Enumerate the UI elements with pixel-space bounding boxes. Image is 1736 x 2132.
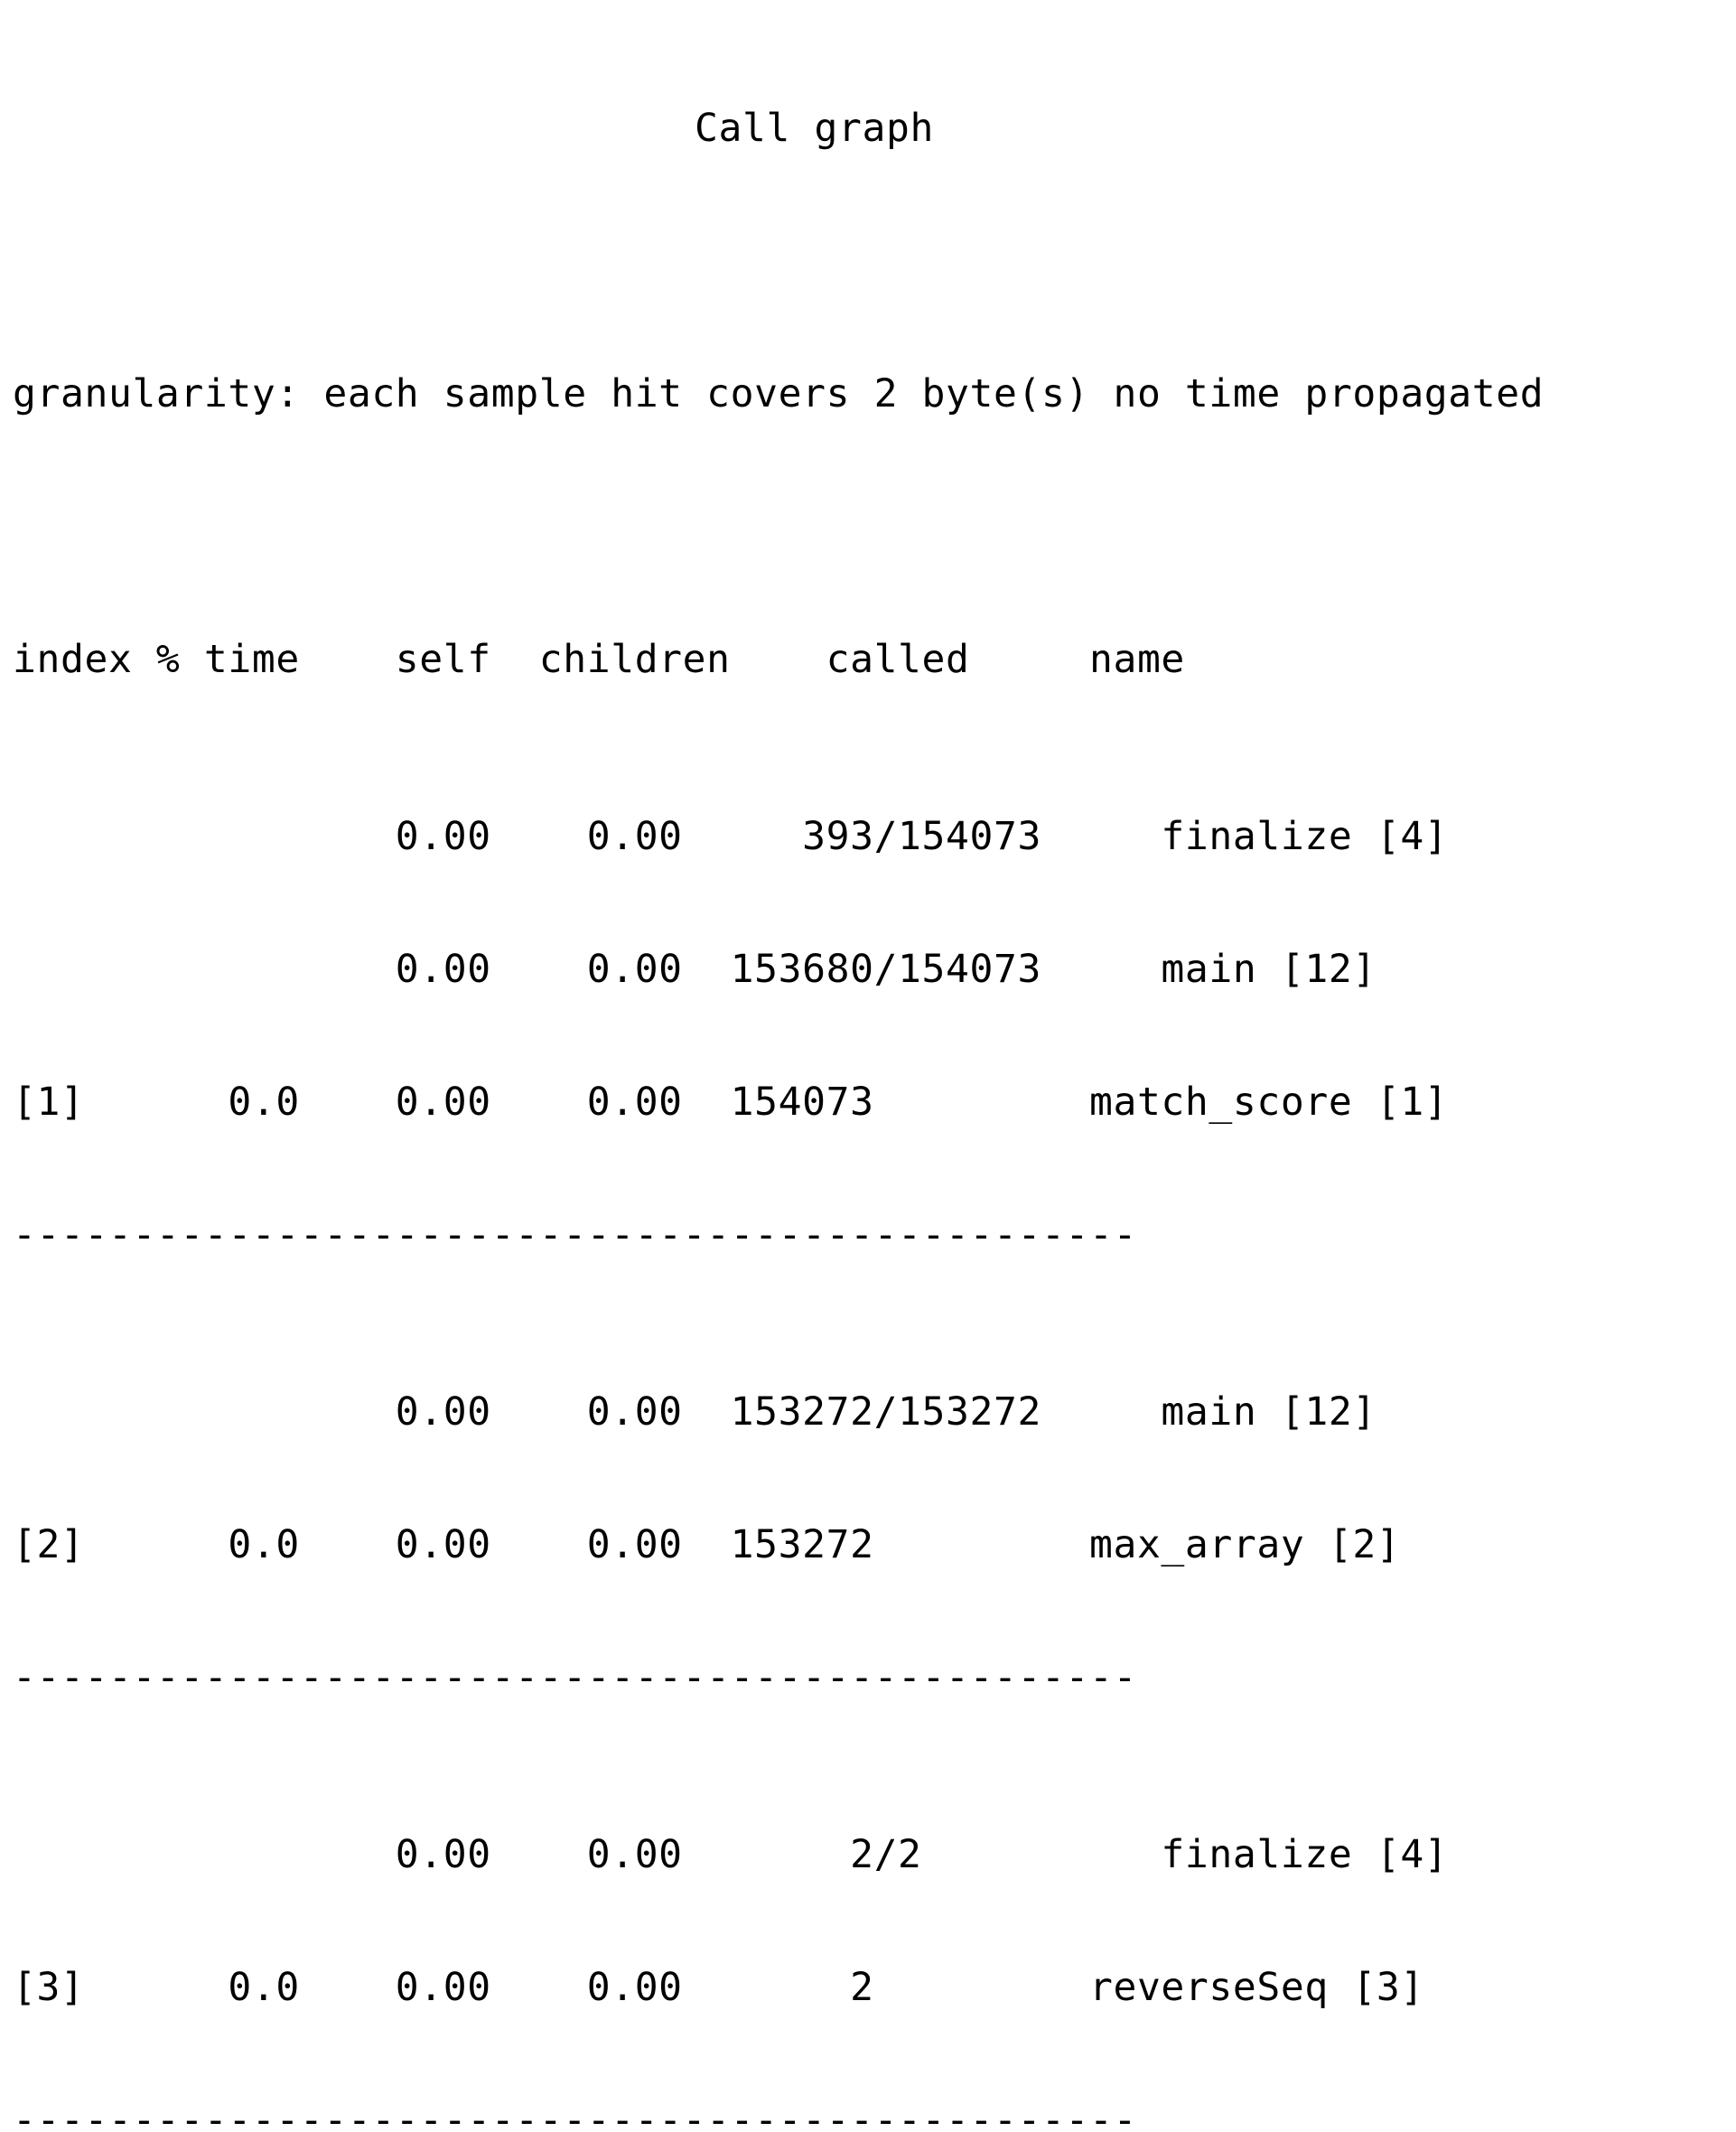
caller-line: 0.00 0.00 153272/153272 main [12] [13,1390,1377,1435]
separator-line: ----------------------------------------… [13,2099,1137,2132]
gprof-call-graph-output: Call graph granularity: each sample hit … [13,18,1720,2132]
blank-line [13,239,1720,284]
blank-line [13,505,1720,549]
granularity-line: granularity: each sample hit covers 2 by… [13,372,1545,416]
column-header: index % time self children called name [13,638,1185,682]
caller-line: 0.00 0.00 153680/154073 main [12] [13,948,1377,992]
separator-line: ----------------------------------------… [13,1656,1137,1700]
separator-line: ----------------------------------------… [13,1213,1137,1258]
primary-line: [3] 0.0 0.00 0.00 2 reverseSeq [3] [13,1966,1424,2010]
primary-line: [1] 0.0 0.00 0.00 154073 match_score [1] [13,1080,1449,1125]
report-title: Call graph [695,107,934,151]
primary-line: [2] 0.0 0.00 0.00 153272 max_array [2] [13,1523,1401,1567]
caller-line: 0.00 0.00 2/2 finalize [4] [13,1833,1449,1877]
caller-line: 0.00 0.00 393/154073 finalize [4] [13,815,1449,859]
